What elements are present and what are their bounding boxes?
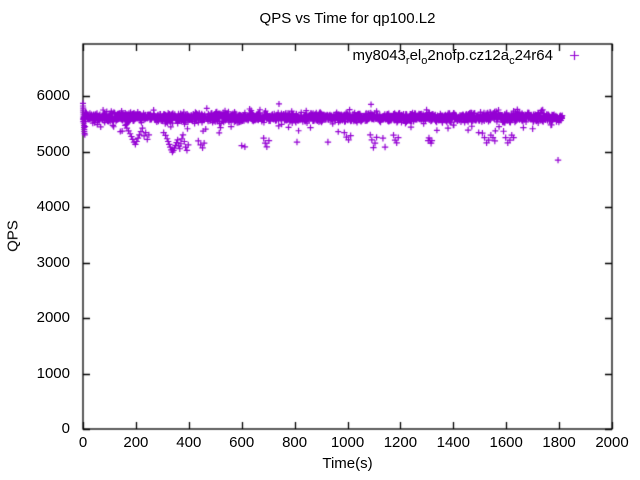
x-tick-label: 200 [123, 434, 149, 451]
legend-entry: my8043relo2nofp.cz12ac24r64 [352, 47, 553, 67]
x-axis-label: Time(s) [322, 455, 373, 472]
x-tick-label: 1000 [330, 434, 365, 451]
x-tick-label: 800 [282, 434, 308, 451]
x-tick-label: 1400 [436, 434, 470, 451]
x-tick-label: 1600 [489, 434, 523, 451]
y-tick-label: 4000 [36, 198, 70, 215]
y-tick-label: 1000 [36, 364, 70, 382]
y-tick-label: 2000 [36, 309, 70, 326]
x-tick-label: 400 [176, 434, 202, 451]
y-tick-label: 3000 [36, 253, 70, 271]
legend-series-label: my8043relo2nofp.cz12ac24r64 [352, 47, 553, 67]
y-tick-label: 5000 [36, 142, 70, 160]
x-tick-label: 1800 [542, 434, 576, 451]
chart-title: QPS vs Time for qp100.L2 [259, 10, 436, 27]
y-tick-label: 0 [61, 420, 70, 437]
x-tick-label: 1200 [383, 434, 418, 451]
y-tick-label: 6000 [36, 87, 70, 104]
y-axis-label: QPS [4, 220, 22, 252]
x-tick-label: 0 [78, 434, 88, 451]
x-tick-label: 600 [229, 434, 255, 451]
x-tick-label: 2000 [595, 434, 629, 451]
